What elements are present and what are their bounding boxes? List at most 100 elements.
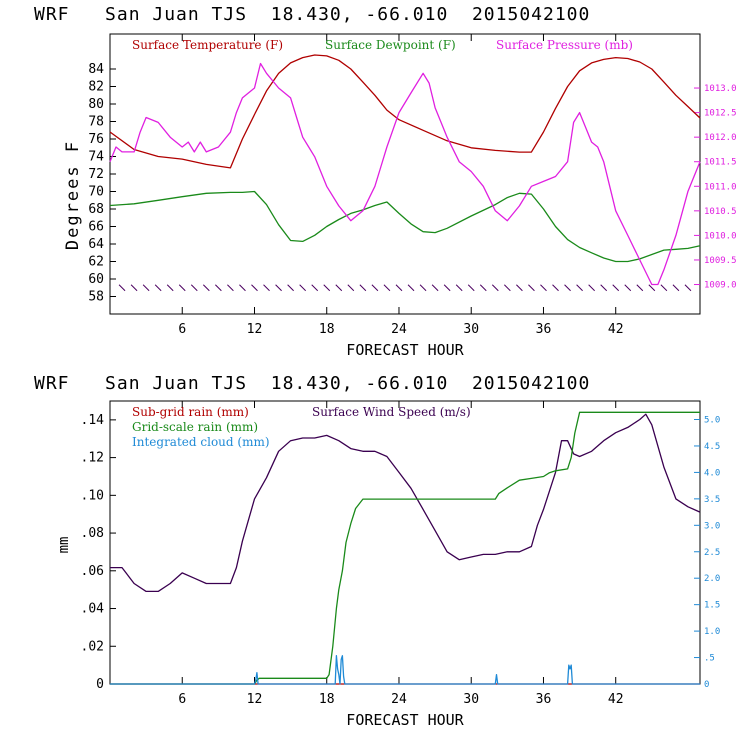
wind-barb	[347, 284, 355, 292]
series-line	[110, 413, 701, 593]
x-tick-label: 6	[178, 692, 186, 707]
y-tick-label: 62	[88, 255, 104, 270]
wind-barb	[576, 284, 583, 292]
wind-barb	[263, 284, 270, 292]
y-tick-label: 76	[88, 132, 104, 147]
y2-tick-label: 1.5	[704, 601, 720, 611]
legend-entry: Surface Pressure (mb)	[496, 38, 633, 52]
x-tick-label: 42	[608, 692, 624, 707]
x-tick-label: 30	[463, 322, 479, 337]
y2-tick-label: 3.5	[704, 495, 720, 505]
x-tick-label: 42	[608, 322, 624, 337]
y-tick-label: 74	[88, 150, 104, 165]
y-tick-label: .14	[81, 413, 105, 428]
wind-barb	[491, 284, 499, 292]
wind-barb	[552, 284, 559, 292]
wind-barb	[335, 284, 343, 292]
y-axis-ticks: 58 60 62 64 66 68 70 72 74 76 78 80 82 84	[88, 62, 116, 305]
wind-barb	[443, 284, 451, 292]
y-tick-label: .12	[81, 451, 104, 466]
wind-barb	[672, 284, 680, 292]
x-tick-label: 18	[319, 692, 335, 707]
wind-barb	[660, 284, 668, 292]
wind-barb	[251, 284, 258, 292]
y2-tick-label: 4.5	[704, 442, 720, 452]
temperature-panel: WRF San Juan TJS 18.430, -66.010 2015042…	[34, 4, 737, 359]
wind-barb	[130, 284, 138, 292]
wind-barb	[564, 284, 571, 292]
legend-entry: Surface Dewpoint (F)	[325, 38, 456, 52]
y2-tick-label: 0	[704, 680, 709, 690]
x-tick-label: 12	[247, 322, 263, 337]
x-tick-label: 24	[391, 322, 407, 337]
legend-entry: Integrated cloud (mm)	[132, 435, 270, 449]
y2-tick-label: 4.0	[704, 468, 720, 478]
x-tick-label: 36	[536, 692, 552, 707]
wind-barb	[154, 284, 162, 292]
series-lines	[110, 411, 701, 685]
wind-barb	[118, 284, 126, 292]
wind-barb	[684, 284, 692, 292]
wind-barb	[395, 284, 403, 292]
y-tick-label: 80	[88, 97, 104, 112]
y-tick-label: 66	[88, 220, 104, 235]
y-tick-label: .02	[81, 639, 104, 654]
y-tick-label: 78	[88, 115, 104, 130]
x-tick-label: 30	[463, 692, 479, 707]
wind-barb	[467, 284, 475, 292]
wind-barb	[142, 284, 150, 292]
y-tick-label: 70	[88, 185, 104, 200]
wind-barb	[479, 284, 487, 292]
x-axis-label: FORECAST HOUR	[346, 711, 464, 729]
y-tick-label: 82	[88, 80, 104, 95]
x-tick-label: 36	[536, 322, 552, 337]
y-tick-label: .06	[81, 564, 104, 579]
y2-tick-label: 1.0	[704, 627, 720, 637]
wind-barb	[612, 284, 620, 292]
wind-barb	[383, 284, 391, 292]
wind-barb	[648, 284, 656, 292]
wind-barb	[359, 284, 367, 292]
wind-barb	[239, 284, 246, 292]
y2-tick-label: 1010.5	[704, 207, 737, 217]
wind-barb	[323, 284, 331, 292]
panel-title: WRF San Juan TJS 18.430, -66.010 2015042…	[34, 4, 590, 25]
wind-barb	[455, 284, 463, 292]
x-tick-label: 6	[178, 322, 186, 337]
wind-barb	[215, 284, 222, 292]
wind-barb	[299, 284, 307, 292]
wind-barb	[227, 284, 234, 292]
legend-entry: Sub-grid rain (mm)	[132, 405, 249, 419]
wind-barb	[419, 284, 427, 292]
plot-frame	[109, 33, 701, 315]
wind-barb	[636, 284, 644, 292]
wind-barbs	[118, 284, 692, 292]
legend: Sub-grid rain (mm) Surface Wind Speed (m…	[132, 405, 471, 449]
y2-tick-label: 1011.5	[704, 158, 737, 168]
wind-barb	[311, 284, 319, 292]
wind-barb	[503, 284, 511, 292]
wind-barb	[516, 284, 523, 292]
y-tick-label: 58	[88, 290, 104, 305]
y-tick-label: 84	[88, 62, 104, 77]
series-line	[110, 655, 700, 685]
wind-barb	[190, 284, 198, 292]
x-axis-ticks: 6 12 18 24 30 36 42	[178, 401, 624, 707]
y-tick-label: 72	[88, 167, 104, 182]
wind-barb	[431, 284, 439, 292]
y2-tick-label: 1009.0	[704, 281, 737, 291]
y-tick-label: 64	[88, 237, 104, 252]
y-tick-label: .04	[81, 602, 105, 617]
y2-tick-label: 2.0	[704, 574, 720, 584]
wind-barb	[528, 284, 535, 292]
wind-barb	[588, 284, 595, 292]
x-axis-label: FORECAST HOUR	[346, 341, 464, 359]
wind-barb	[407, 284, 415, 292]
y-tick-label: 60	[88, 272, 104, 287]
legend-entry: Surface Wind Speed (m/s)	[312, 405, 471, 419]
series-line	[109, 190, 701, 263]
wind-barb	[287, 284, 294, 292]
y-axis-label: Degrees F	[63, 140, 83, 250]
legend-entry: Surface Temperature (F)	[132, 38, 283, 52]
